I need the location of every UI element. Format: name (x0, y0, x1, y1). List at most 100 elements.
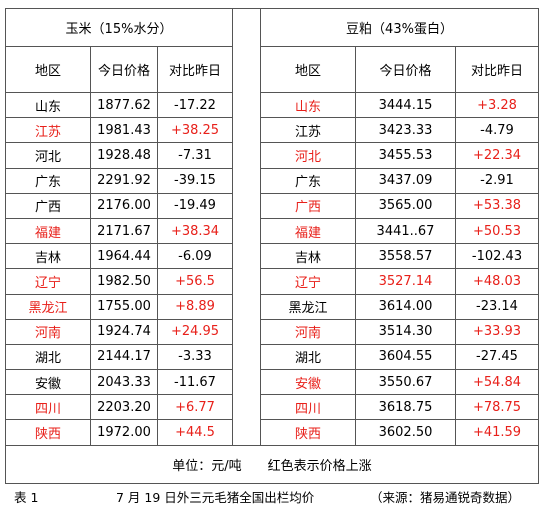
change: -4.79 (455, 117, 539, 144)
row: 地区 今日价格 对比昨日 地区 今日价格 对比昨日 (5, 46, 539, 93)
region: 江苏 (260, 117, 356, 144)
region: 湖北 (260, 343, 356, 371)
group-header: 豆粕（43%蛋白） (260, 8, 539, 47)
region: 福建 (260, 217, 356, 245)
price: 3441..67 (355, 217, 456, 245)
change: +53.38 (455, 192, 539, 219)
region: 河北 (5, 142, 91, 169)
region: 广西 (260, 192, 356, 219)
change: -2.91 (455, 167, 539, 194)
change: +41.59 (455, 419, 539, 446)
price: 2171.67 (90, 217, 158, 245)
price: 1981.43 (90, 117, 158, 144)
row: 安徽 2043.33 -11.67 安徽 3550.67 +54.84 (5, 369, 539, 396)
row: 山东 1877.62 -17.22 山东 3444.15 +3.28 (5, 91, 539, 119)
region: 湖北 (5, 343, 91, 371)
price: 3550.67 (355, 369, 456, 396)
change: -3.33 (157, 343, 233, 371)
region: 黑龙江 (5, 293, 91, 320)
change: -17.22 (157, 91, 233, 119)
price: 3437.09 (355, 167, 456, 194)
price: 2043.33 (90, 369, 158, 396)
price: 2203.20 (90, 394, 158, 421)
column-header: 地区 (5, 46, 91, 93)
column-header: 对比昨日 (455, 46, 539, 93)
change: -6.09 (157, 243, 233, 270)
price: 3514.30 (355, 318, 456, 345)
price: 3423.33 (355, 117, 456, 144)
table-footer: 单位：元/吨 红色表示价格上涨 (5, 444, 539, 484)
change: -39.15 (157, 167, 233, 194)
price: 1877.62 (90, 91, 158, 119)
region: 陕西 (5, 419, 91, 446)
price: 3614.00 (355, 293, 456, 320)
change: +3.28 (455, 91, 539, 119)
price: 2176.00 (90, 192, 158, 219)
price: 3604.55 (355, 343, 456, 371)
group-header: 玉米（15%水分） (5, 8, 233, 47)
change: +8.89 (157, 293, 233, 320)
region: 山东 (260, 91, 356, 119)
price: 3602.50 (355, 419, 456, 446)
price: 1924.74 (90, 318, 158, 345)
price: 2291.92 (90, 167, 158, 194)
region: 江苏 (5, 117, 91, 144)
change: +6.77 (157, 394, 233, 421)
region: 安徽 (260, 369, 356, 396)
caption-source: （来源：猪易通锐奇数据） (370, 490, 521, 505)
change: +22.34 (455, 142, 539, 169)
column-header: 今日价格 (355, 46, 456, 93)
price: 3618.75 (355, 394, 456, 421)
row: 河北 1928.48 -7.31 河北 3455.53 +22.34 (5, 142, 539, 169)
caption-title: 7 月 19 日外三元毛猪全国出栏均价 (116, 490, 315, 505)
row: 广东 2291.92 -39.15 广东 3437.09 -2.91 (5, 167, 539, 194)
region: 陕西 (260, 419, 356, 446)
region: 辽宁 (5, 268, 91, 295)
region: 广东 (260, 167, 356, 194)
region: 河南 (260, 318, 356, 345)
row: 辽宁 1982.50 +56.5 辽宁 3527.14 +48.03 (5, 268, 539, 295)
column-header: 今日价格 (90, 46, 158, 93)
price: 1972.00 (90, 419, 158, 446)
region: 山东 (5, 91, 91, 119)
row: 四川 2203.20 +6.77 四川 3618.75 +78.75 (5, 394, 539, 421)
column-header: 地区 (260, 46, 356, 93)
price: 1928.48 (90, 142, 158, 169)
price: 2144.17 (90, 343, 158, 371)
region: 广西 (5, 192, 91, 219)
change: +50.53 (455, 217, 539, 245)
price: 1964.44 (90, 243, 158, 270)
price: 3527.14 (355, 268, 456, 295)
column-header: 对比昨日 (157, 46, 233, 93)
separator (232, 8, 261, 446)
change: +54.84 (455, 369, 539, 396)
row: 吉林 1964.44 -6.09 吉林 3558.57 -102.43 (5, 243, 539, 270)
region: 安徽 (5, 369, 91, 396)
change: +38.25 (157, 117, 233, 144)
change: -102.43 (455, 243, 539, 270)
price: 3558.57 (355, 243, 456, 270)
change: +38.34 (157, 217, 233, 245)
region: 福建 (5, 217, 91, 245)
change: -23.14 (455, 293, 539, 320)
region: 广东 (5, 167, 91, 194)
change: +48.03 (455, 268, 539, 295)
row: 湖北 2144.17 -3.33 湖北 3604.55 -27.45 (5, 343, 539, 371)
caption-label: 表 1 (14, 490, 39, 505)
change: +56.5 (157, 268, 233, 295)
region: 黑龙江 (260, 293, 356, 320)
change: +33.93 (455, 318, 539, 345)
region: 辽宁 (260, 268, 356, 295)
change: -7.31 (157, 142, 233, 169)
change: +78.75 (455, 394, 539, 421)
change: -11.67 (157, 369, 233, 396)
row: 福建 2171.67 +38.34 福建 3441..67 +50.53 (5, 217, 539, 245)
change: +24.95 (157, 318, 233, 345)
price: 1982.50 (90, 268, 158, 295)
row: 河南 1924.74 +24.95 河南 3514.30 +33.93 (5, 318, 539, 345)
change: +44.5 (157, 419, 233, 446)
region: 吉林 (5, 243, 91, 270)
change: -27.45 (455, 343, 539, 371)
price: 3565.00 (355, 192, 456, 219)
